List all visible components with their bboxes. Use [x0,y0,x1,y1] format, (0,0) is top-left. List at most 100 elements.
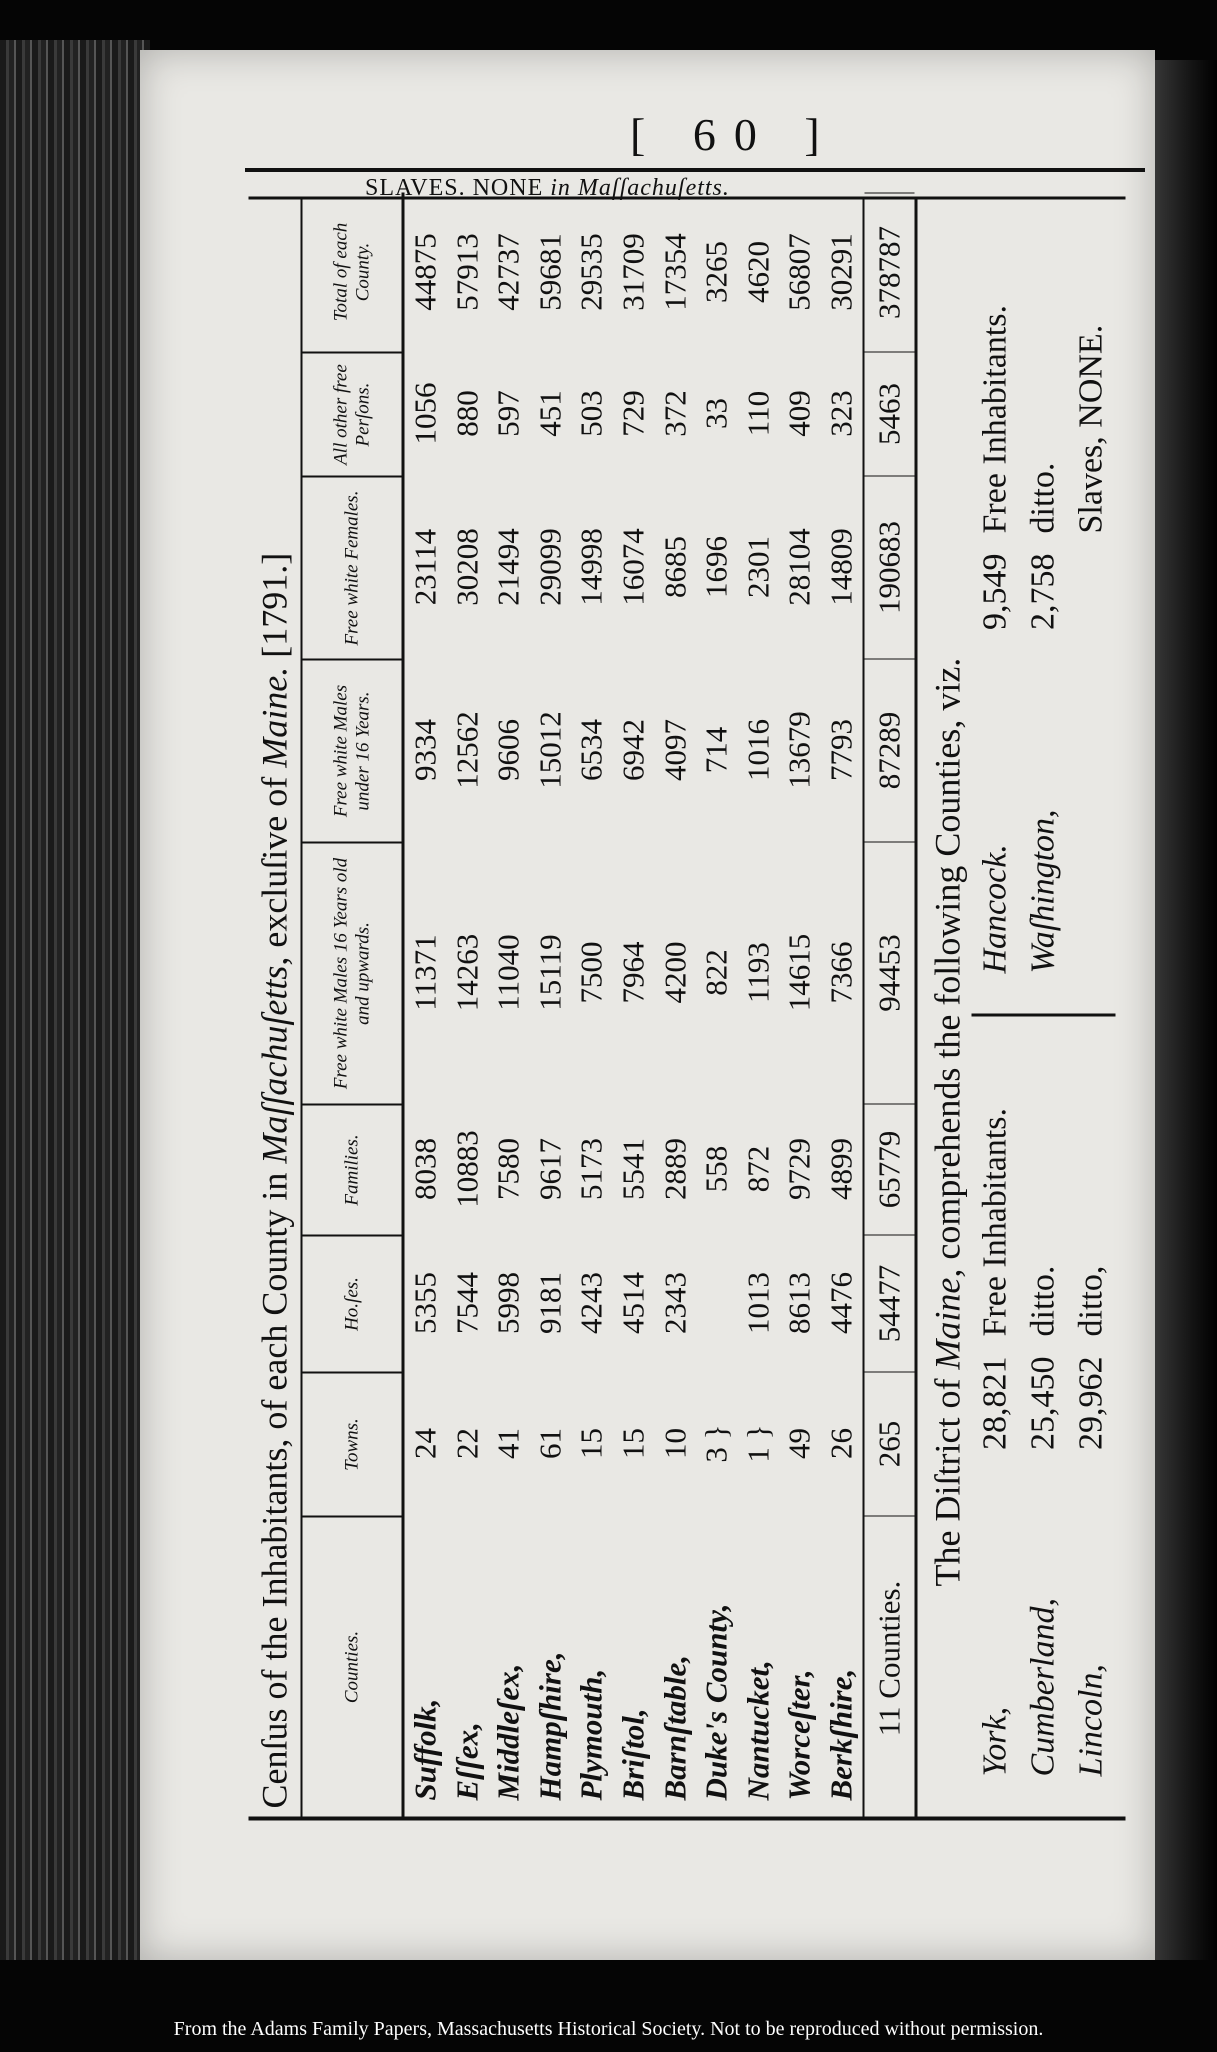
table-cell: 23114 [407,528,443,606]
table-cell: 24 [407,1428,443,1459]
table-cell: 15119 [532,934,568,1011]
maine-name: Maine, [927,1268,968,1370]
total-cell: 190683 [864,475,915,659]
maine-county-value [1067,544,1115,714]
maine-county-label: ditto. [1024,462,1062,534]
table-cell: 503 [573,390,609,437]
table-cell: 714 [698,726,734,774]
table-cell: Worceſter, [781,1669,817,1801]
table-cell: 41 [490,1428,526,1459]
maine-county-name: Lincoln, [1072,1664,1110,1777]
table-cell: 729 [615,390,651,437]
maine-county-name [1067,714,1115,1014]
table-cell: 1 } [740,1424,776,1463]
table-cell: 9606 [490,719,526,781]
census-table-rotated: Cenſus of the Inhabitants, of each Count… [248,192,1126,1821]
book-binding [0,40,150,1960]
table-cell: 29535 [573,233,609,311]
table-cell: 17354 [657,233,693,311]
table-cell: 110 [740,390,776,437]
table-row: Worceſter, 49 8613 9729 14615 13679 28104 409 56… [779,200,821,1817]
table-cell: 7500 [573,941,609,1004]
title-text: Cenſus of the Inhabitants, of each Count… [254,1163,295,1809]
page [140,50,1155,1960]
table-cell: 5355 [407,1272,443,1334]
table-cell: 59681 [532,233,568,311]
table-row: Berkſhire, 26 4476 4899 7366 7793 14809 323 3029… [820,200,862,1817]
total-cell: 378787 [864,192,915,352]
table-cell: Barnſtable, [657,1654,693,1801]
rule [245,168,1145,172]
page-number: [ 60 ] [630,109,838,160]
table-cell: 29099 [532,528,568,606]
table-cell: Middleſex, [490,1663,526,1801]
table-row: Briſtol, 15 4514 5541 7964 6942 16074 729 31709 [612,200,654,1817]
table-cell: 1193 [740,942,776,1003]
table-cell: 2343 [657,1272,693,1334]
table-body: Suffolk, 24 5355 8038 11371 9334 23114 1056 4487… [405,200,863,1817]
table-cell [696,1235,738,1372]
maine-county-value: 29,962 [1072,1356,1110,1451]
table-cell: 14809 [823,528,859,606]
maine-county-value: 9,549 [976,553,1014,631]
maine-county-row: York, 28,821 Free Inhabitants. [971,1017,1019,1817]
maine-county-row: Hancock. 9,549 Free Inhabitants. [971,214,1019,1014]
table-cell: 4620 [740,241,776,303]
table-cell: 5541 [615,1138,651,1200]
table-cell: 33 [698,398,734,429]
totals-row: 11 Counties. 265 54477 65779 94453 87289 19068… [862,192,918,1817]
table-cell: 872 [740,1145,776,1193]
table-row: Duke's County, 3 } 558 822 714 1696 33 3265 [696,200,738,1817]
table-cell: 597 [490,390,526,437]
title-excluded: Maine. [254,666,295,768]
table-cell: 8613 [781,1272,817,1334]
table-cell: 2889 [657,1138,693,1200]
table-cell: Nantucket, [740,1660,776,1801]
maine-county-label: ditto. [1024,1265,1062,1337]
maine-intro: The Diſtrict of [927,1369,968,1587]
maine-county-name: York, [976,1706,1014,1777]
table-cell: 31709 [615,233,651,311]
table-cell: 1013 [740,1272,776,1334]
table-cell: 6942 [615,719,651,781]
slaves-state: in Maſſachuſetts. [550,175,730,201]
table-cell: 4476 [823,1272,859,1334]
table-cell: Hampſhire, [532,1651,568,1801]
table-frame: Cenſus of the Inhabitants, of each Count… [248,192,1126,1821]
table-cell: 14263 [449,933,485,1012]
table-cell: 15 [573,1428,609,1459]
table-cell: Duke's County, [698,1603,734,1801]
table-cell: 28104 [781,528,817,606]
copyright-caption: From the Adams Family Papers, Massachuse… [173,2018,1044,2040]
title-text-mid: , excluſive of [254,767,295,966]
total-cell: 5463 [864,351,915,476]
table-cell: Briſtol, [615,1708,651,1801]
title-year: [1791.] [254,552,295,658]
table-cell: 11040 [490,934,526,1011]
maine-county-name: Hancock. [976,844,1014,974]
maine-counties-left: York, 28,821 Free Inhabitants. Cumberland, 2… [971,1013,1116,1817]
column-header: Counties. [302,1515,405,1817]
table-cell: 7964 [615,941,651,1004]
table-cell: 15012 [532,711,568,789]
table-cell: 4200 [657,941,693,1004]
maine-county-row: Slaves, NONE. [1067,214,1115,1014]
maine-county-label: Free Inhabitants. [976,305,1014,534]
table-cell: 9334 [407,719,443,781]
table-cell: 558 [698,1145,734,1193]
table-row: Barnſtable, 10 2343 2889 4200 4097 8685 372 1735… [654,200,696,1817]
maine-intro-end: comprehends the following Counties, viz. [927,657,968,1269]
table-cell: 880 [449,390,485,437]
table-cell: 4243 [573,1272,609,1334]
title-state: Maſſachuſetts [254,965,295,1164]
table-cell: 3 } [698,1424,734,1463]
table-cell: 61 [532,1428,568,1459]
column-header: Free white Males under 16 Years. [302,658,405,842]
maine-counties-right: Hancock. 9,549 Free Inhabitants. Waſhington… [971,214,1115,1014]
total-cell: 11 Counties. [864,1515,915,1817]
table-cell: 9729 [781,1138,817,1200]
table-cell: 44875 [407,233,443,311]
table-cell: 8038 [407,1138,443,1200]
table-header: Counties. Towns. Ho.ſes. Families. Free whit… [302,192,405,1817]
column-header: All other free Perſons. [302,351,405,476]
